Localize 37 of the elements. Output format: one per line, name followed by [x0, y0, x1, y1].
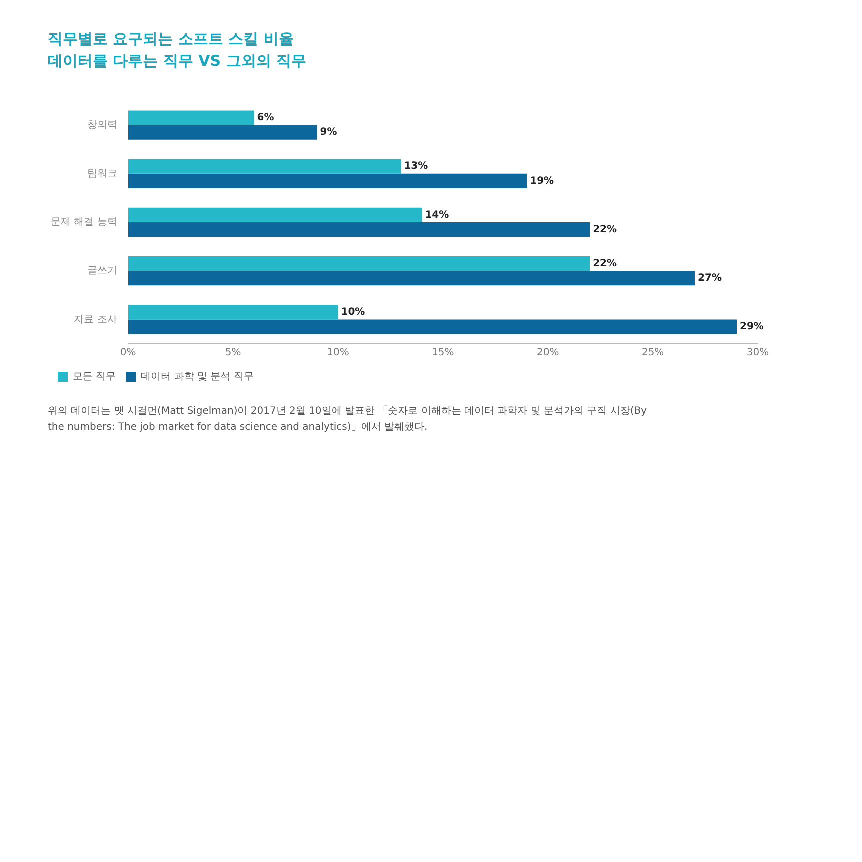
y-tick-label: 자료 조사: [74, 314, 118, 326]
y-tick-label: 팀워크: [87, 168, 118, 180]
y-tick-label: 글쓰기: [87, 266, 118, 277]
x-tick-label: 15%: [432, 348, 454, 359]
bar: [128, 208, 422, 222]
data-label: 19%: [530, 176, 554, 187]
bar: [128, 174, 528, 188]
data-label: 14%: [425, 210, 450, 221]
bar: [128, 271, 696, 286]
data-label: 27%: [698, 272, 722, 284]
legend-label: 모든 직무: [73, 372, 116, 383]
y-tick-label: 문제 해결 능력: [51, 217, 118, 228]
data-label: 13%: [404, 161, 428, 172]
x-tick-label: 5%: [225, 348, 242, 359]
bar: [128, 110, 254, 126]
legend-label: 데이터 과학 및 분석 직무: [141, 372, 254, 383]
data-label: 22%: [593, 258, 618, 270]
x-tick-label: 25%: [642, 348, 664, 359]
bar: [128, 256, 590, 272]
x-tick-label: 30%: [746, 348, 770, 359]
bar: [128, 222, 590, 238]
bar: [128, 159, 402, 174]
data-label: 10%: [341, 307, 366, 318]
x-tick-label: 20%: [537, 348, 560, 359]
x-tick-label: 10%: [327, 348, 350, 359]
chart-title: 직무별로 요구되는 소프트 스킬 비율: [48, 29, 295, 50]
x-tick-label: 0%: [120, 348, 136, 359]
data-label: 9%: [320, 127, 338, 138]
bar: [128, 305, 338, 320]
data-label: 29%: [740, 322, 764, 333]
text: 위의 데이터는 맷 시걸먼(Matt Sigelman)이 2017년 2월 10일에 발표한 「숫자로 이해하는 데이터 과학자 및 분석가의 구직 시장(By the numbers: The job market for data science and analytics)」에서 발췌했다.: [48, 404, 648, 435]
chart-subtitle: 데이터를 다루는 직무 VS 그외의 직무: [48, 51, 308, 72]
y-tick-label: 창의력: [87, 120, 118, 131]
bar: [128, 320, 738, 334]
data-label: 22%: [593, 224, 618, 236]
data-label: 6%: [257, 112, 274, 124]
bar: [128, 125, 318, 140]
